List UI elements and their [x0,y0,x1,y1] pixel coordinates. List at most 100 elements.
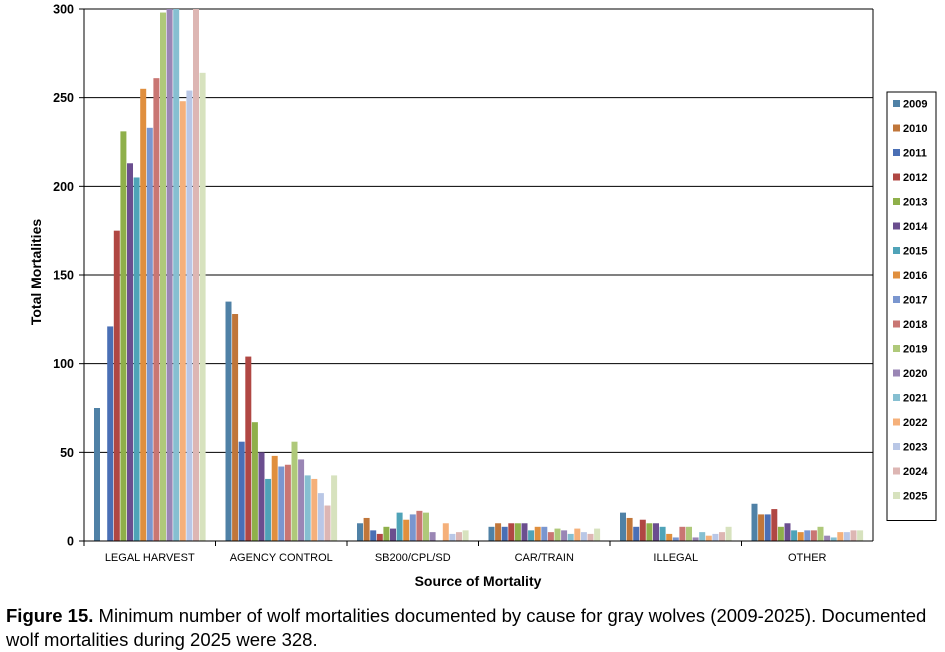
bar-2014-4 [653,523,659,541]
legend-label-2022: 2022 [903,417,927,429]
legend-label-2012: 2012 [903,172,927,184]
y-axis-label: Total Mortalities [28,219,44,326]
y-tick-labels: 0 50 100 150 200 250 300 [53,3,84,549]
legend-swatch-2012 [893,173,900,181]
legend-swatch-2022 [893,418,900,426]
bar-2025-0 [199,72,206,541]
bar-2009-0 [94,408,100,541]
bar-2023-2 [449,533,456,541]
bar-2015-1 [265,478,272,541]
bar-2017-5 [804,530,811,541]
legend-swatch-2018 [893,320,900,328]
bar-2019-5 [817,526,824,541]
legend-label-2017: 2017 [903,295,927,307]
legend-swatch-2015 [893,247,900,254]
bar-2009-3 [488,526,495,541]
y-tick-label: 250 [53,91,74,105]
legend-label-2018: 2018 [903,319,927,331]
legend-swatch-2020 [893,369,900,377]
bar-2025-1 [331,475,338,541]
legend-label-2011: 2011 [903,148,927,160]
y-tick-label: 200 [53,180,74,194]
bar-2014-2 [390,528,396,541]
bar-2016-0 [140,88,147,542]
bar-2014-5 [784,523,791,541]
legend-label-2020: 2020 [903,368,927,380]
bar-2015-3 [528,530,535,541]
bar-2017-3 [541,526,548,541]
bar-2021-5 [830,537,837,541]
bar-2009-1 [225,301,232,541]
bar-2010-5 [758,514,765,541]
bar-2025-2 [462,530,469,541]
legend-label-2015: 2015 [903,246,927,258]
x-tick-labels: LEGAL HARVEST AGENCY CONTROL SB200/CPL/SD C… [83,541,827,564]
bar-2024-3 [587,533,594,541]
bar-2020-3 [561,530,568,541]
bar-2018-0 [153,78,160,541]
bar-2016-1 [271,455,278,541]
bar-2017-0 [146,127,153,541]
legend-label-2021: 2021 [903,393,927,405]
legend-swatch-2013 [893,198,900,205]
legend: 2009 2010 2011 2012 2013 2014 2015 2016 2017 2018… [886,91,937,521]
bar-2018-3 [547,532,554,541]
legend-label-2009: 2009 [903,99,927,111]
bar-2016-5 [797,532,804,541]
bar-2023-1 [317,493,324,541]
bar-2009-5 [751,503,758,541]
bar-2012-3 [508,523,515,541]
legend-label-2024: 2024 [903,466,928,478]
bar-2023-5 [843,532,850,541]
bar-2012-5 [771,509,778,541]
legend-swatch-2011 [893,149,900,156]
bar-2022-4 [705,535,712,541]
bar-2020-1 [298,459,305,541]
legend-swatch-2025 [893,492,900,499]
bar-2014-0 [127,163,133,541]
legend-label-2013: 2013 [903,197,927,209]
caption-text: Minimum number of wolf mortalities docum… [6,605,927,650]
bar-2016-3 [534,526,541,541]
bar-2021-4 [699,532,706,541]
bar-2018-1 [284,464,291,541]
figure-caption: Figure 15. Minimum number of wolf mortal… [6,604,941,652]
legend-swatch-2010 [893,124,900,132]
bar-2022-1 [311,478,318,541]
bar-2015-0 [133,177,140,541]
bar-2012-0 [113,230,120,542]
x-tick-label: CAR/TRAIN [515,552,574,564]
bar-2014-3 [521,523,528,541]
bar-2019-2 [423,512,429,541]
bar-2020-2 [429,532,436,541]
y-tick-label: 0 [67,535,74,549]
legend-label-2010: 2010 [903,123,927,135]
bar-2015-4 [659,526,666,541]
bar-2010-2 [363,517,370,541]
bar-2011-2 [370,530,377,541]
bar-2021-3 [567,533,574,541]
bar-2011-4 [633,526,640,541]
bar-2022-3 [574,528,581,541]
y-tick-label: 50 [60,446,74,460]
bars [94,9,864,542]
bar-2017-1 [278,466,285,541]
legend-swatch-2009 [893,100,900,107]
bar-2010-4 [626,517,633,541]
bar-2015-5 [791,530,798,541]
bar-2017-4 [672,537,679,541]
bar-2018-5 [810,530,817,541]
y-tick-label: 300 [53,3,74,17]
bar-2022-0 [179,101,186,542]
bar-2024-4 [719,532,725,541]
bar-2020-0 [166,9,173,541]
bar-2023-0 [186,90,193,541]
bar-2024-5 [850,530,857,541]
legend-swatch-2019 [893,345,900,352]
bar-2011-1 [238,441,245,541]
bar-2016-4 [666,533,673,541]
x-tick-label: OTHER [788,552,827,564]
legend-label-2023: 2023 [903,442,927,454]
bar-2017-2 [409,514,416,541]
bar-2013-4 [646,523,653,541]
